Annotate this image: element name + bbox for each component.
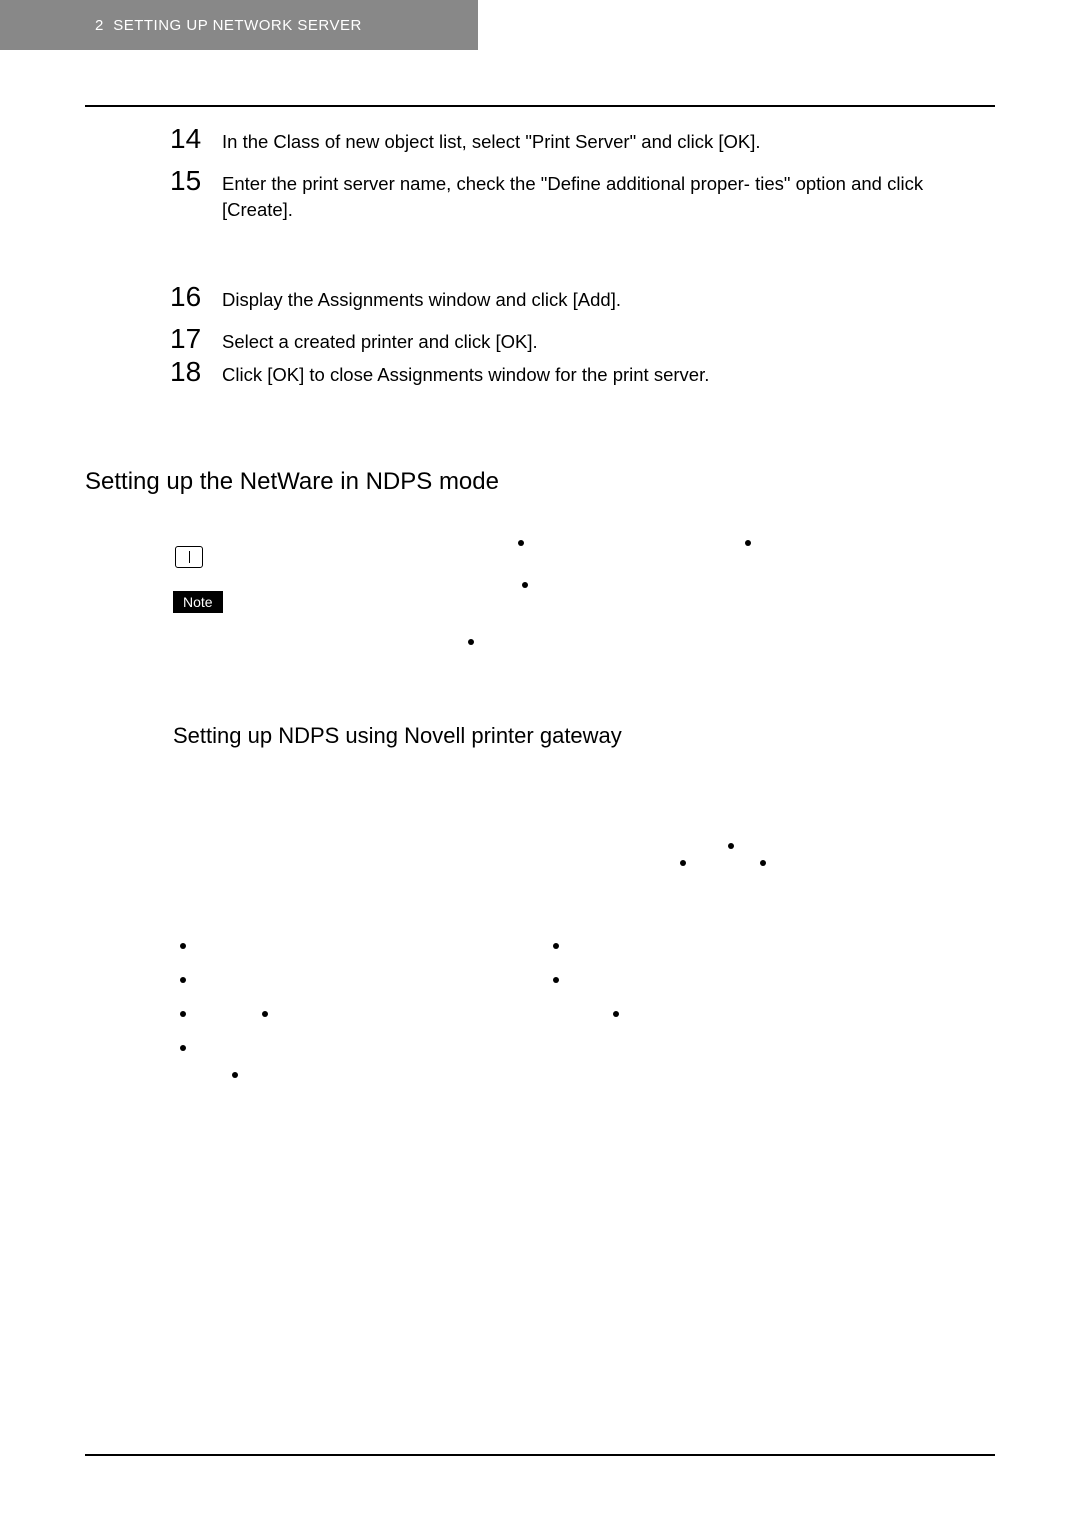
step-16: 16 Display the Assignments window and cl…	[85, 283, 995, 313]
bullet-dot	[180, 1045, 186, 1051]
bullet-dot	[522, 582, 528, 588]
content-area: 14 In the Class of new object list, sele…	[0, 105, 1080, 749]
step-number: 15	[170, 167, 222, 195]
bullet-dot	[760, 860, 766, 866]
note-book-icon	[175, 546, 203, 568]
top-divider	[85, 105, 995, 107]
header-section-num: 2	[95, 17, 104, 34]
step-text: Display the Assignments window and click…	[222, 283, 621, 313]
bullet-dot	[745, 540, 751, 546]
section-heading: Setting up the NetWare in NDPS mode	[85, 468, 995, 496]
bullet-dot	[180, 943, 186, 949]
step-text: Enter the print server name, check the "…	[222, 167, 995, 223]
bullet-dot	[180, 977, 186, 983]
step-text: Select a created printer and click [OK].	[222, 325, 538, 355]
header-bar: 2 SETTING UP NETWORK SERVER	[0, 0, 478, 50]
step-text: Click [OK] to close Assignments window f…	[222, 358, 709, 388]
step-text: In the Class of new object list, select …	[222, 125, 761, 155]
header-text: 2 SETTING UP NETWORK SERVER	[95, 17, 362, 34]
step-number: 14	[170, 125, 222, 153]
bullet-dot	[613, 1011, 619, 1017]
bullet-dot	[180, 1011, 186, 1017]
bullet-dot	[680, 860, 686, 866]
bullet-dot	[232, 1072, 238, 1078]
subsection-heading: Setting up NDPS using Novell printer gat…	[173, 723, 995, 749]
bottom-divider	[85, 1454, 995, 1456]
bullet-dot	[553, 977, 559, 983]
step-number: 16	[170, 283, 222, 311]
bullet-dot	[553, 943, 559, 949]
step-17: 17 Select a created printer and click [O…	[85, 325, 995, 355]
bullet-dot	[518, 540, 524, 546]
step-18: 18 Click [OK] to close Assignments windo…	[85, 358, 995, 388]
bullet-dot	[728, 843, 734, 849]
step-number: 17	[170, 325, 222, 353]
step-15: 15 Enter the print server name, check th…	[85, 167, 995, 223]
note-badge: Note	[173, 591, 223, 613]
step-14: 14 In the Class of new object list, sele…	[85, 125, 995, 155]
bullet-dot	[262, 1011, 268, 1017]
bullet-dot	[468, 639, 474, 645]
header-title: SETTING UP NETWORK SERVER	[113, 17, 362, 34]
step-number: 18	[170, 358, 222, 386]
